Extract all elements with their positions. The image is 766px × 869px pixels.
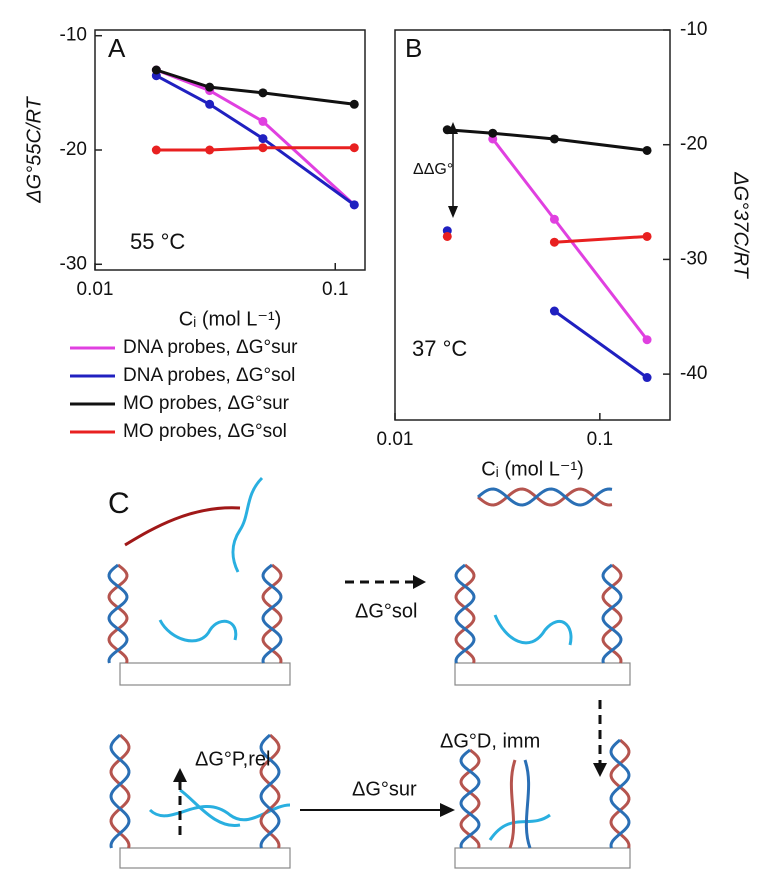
plot-frame [394,29,671,421]
y-tick-label: -20 [60,139,87,160]
legend-label: DNA probes, ΔG°sol [123,365,295,386]
data-point [205,145,215,155]
data-point [549,214,559,224]
helix-strand [609,738,631,849]
arrowhead [448,122,458,134]
series-line [554,234,648,244]
y-tick-label: -20 [680,134,707,155]
legend-label: MO probes, ΔG°sur [123,393,290,414]
strand [523,759,532,849]
strand [158,619,238,643]
panel-label: C [108,487,130,520]
data-point [151,145,161,155]
helix-strand [107,563,129,664]
series-line [156,146,355,152]
legend-label: MO probes, ΔG°sol [123,421,287,442]
data-point [258,134,268,144]
step-label: ΔG°sol [355,600,417,622]
helix-strand [259,733,281,849]
helix-strand [259,733,281,849]
helix-strand [454,563,476,664]
helix-strand [454,563,476,664]
helix-strand [459,748,481,849]
strand [231,476,264,573]
strand [508,759,517,849]
series-line [155,74,356,207]
x-tick-label: 0.01 [77,279,114,300]
helix-strand [459,748,481,849]
panel-label: A [108,33,126,63]
data-point [349,200,359,210]
legend-label: DNA probes, ΔG°sur [123,337,298,358]
data-point [442,231,452,241]
step-label: ΔG°P,rel [195,748,270,770]
strand [488,813,551,841]
data-point [258,143,268,153]
panel-label: B [405,33,422,63]
arrowhead [173,768,187,782]
data-point [349,143,359,153]
x-axis-label: Cᵢ (mol L⁻¹) [481,458,584,480]
data-point [642,231,652,241]
data-point [258,116,268,126]
data-point [642,373,652,383]
data-point [151,65,161,75]
helix-strand [261,563,283,664]
data-point [488,128,498,138]
step-label: ΔG°D, imm [440,730,540,752]
x-tick-label: 0.1 [587,429,613,450]
helix-strand [609,738,631,849]
surface [119,847,291,869]
series-line [553,309,648,379]
helix-strand [261,563,283,664]
y-axis-label: ΔG°37C/RT [730,171,752,279]
y-tick-label: -30 [680,248,707,269]
y-axis-label: ΔG°55C/RT [23,95,45,203]
strand [493,614,573,646]
annotation: 55 °C [130,229,185,254]
helix-strand [109,733,131,849]
series-line [447,128,648,152]
arrowhead [448,206,458,218]
data-point [205,82,215,92]
annotation: 37 °C [412,336,467,361]
y-tick-label: -30 [60,253,87,274]
arrowhead [440,803,455,817]
strand [179,788,241,827]
x-axis-label: Cᵢ (mol L⁻¹) [179,308,282,330]
schematic [107,476,631,869]
helix-strand [477,487,613,507]
surface [454,847,631,869]
annotation: ΔΔG° [413,161,453,178]
data-point [205,99,215,109]
x-tick-label: 0.1 [322,279,348,300]
surface [119,662,291,686]
step-label: ΔG°sur [352,778,417,800]
y-tick-label: -40 [680,363,707,384]
series-line [155,68,356,206]
data-point [549,306,559,316]
y-tick-label: -10 [680,19,707,40]
arrowhead [413,575,426,589]
helix-strand [109,733,131,849]
data-point [549,134,559,144]
data-point [642,145,652,155]
helix-strand [107,563,129,664]
surface [454,662,631,686]
data-point [349,99,359,109]
x-tick-label: 0.01 [377,429,414,450]
arrowhead [593,763,607,777]
y-tick-label: -10 [60,25,87,46]
data-point [258,88,268,98]
data-point [642,335,652,345]
helix-strand [601,563,623,664]
strand [148,803,291,822]
data-point [549,237,559,247]
helix-strand [477,487,613,507]
helix-strand [601,563,623,664]
series-line [155,68,355,106]
strand [124,506,241,547]
